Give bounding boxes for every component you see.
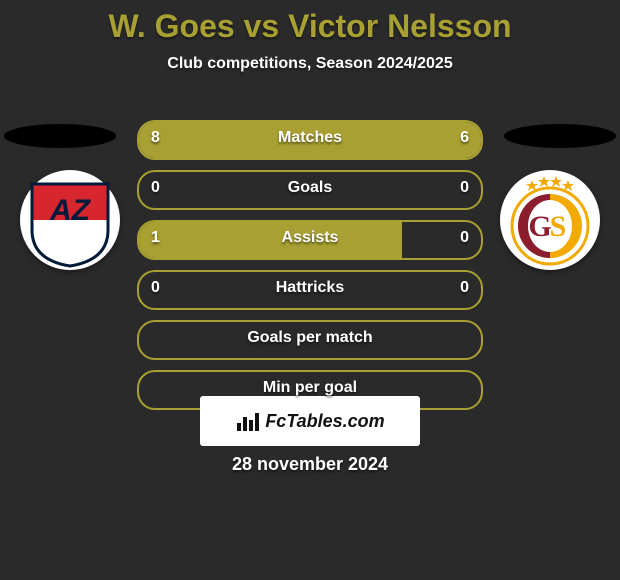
comparison-infographic: W. Goes vs Victor Nelsson Club competiti… <box>0 0 620 580</box>
infographic-date: 28 november 2024 <box>0 454 620 475</box>
stat-label: Matches <box>139 122 481 154</box>
bar-chart-icon <box>235 409 259 433</box>
stat-label: Assists <box>139 222 481 254</box>
right-player-shadow <box>504 124 616 148</box>
left-player-shadow <box>4 124 116 148</box>
left-team-crest: AZ <box>20 170 120 270</box>
svg-text:AZ: AZ <box>49 194 92 227</box>
brand-text: FcTables.com <box>265 411 384 432</box>
stat-bar: 86Matches <box>137 120 483 160</box>
galatasaray-logo-icon: G S <box>500 170 600 270</box>
stat-bar: 00Hattricks <box>137 270 483 310</box>
az-logo-icon: AZ <box>20 170 120 270</box>
stat-label: Hattricks <box>139 272 481 304</box>
stat-label: Min per goal <box>139 372 481 404</box>
stat-label: Goals <box>139 172 481 204</box>
stat-bar: Goals per match <box>137 320 483 360</box>
svg-text:G: G <box>528 210 551 243</box>
svg-text:S: S <box>550 210 567 243</box>
stat-bar: 10Assists <box>137 220 483 260</box>
page-title: W. Goes vs Victor Nelsson <box>0 0 620 45</box>
comparison-bars: 86Matches 00Goals 10Assists 00Hattricks Goal… <box>137 120 483 420</box>
stat-bar: 00Goals <box>137 170 483 210</box>
page-subtitle: Club competitions, Season 2024/2025 <box>0 55 620 73</box>
right-team-crest: G S <box>500 170 600 270</box>
stat-label: Goals per match <box>139 322 481 354</box>
